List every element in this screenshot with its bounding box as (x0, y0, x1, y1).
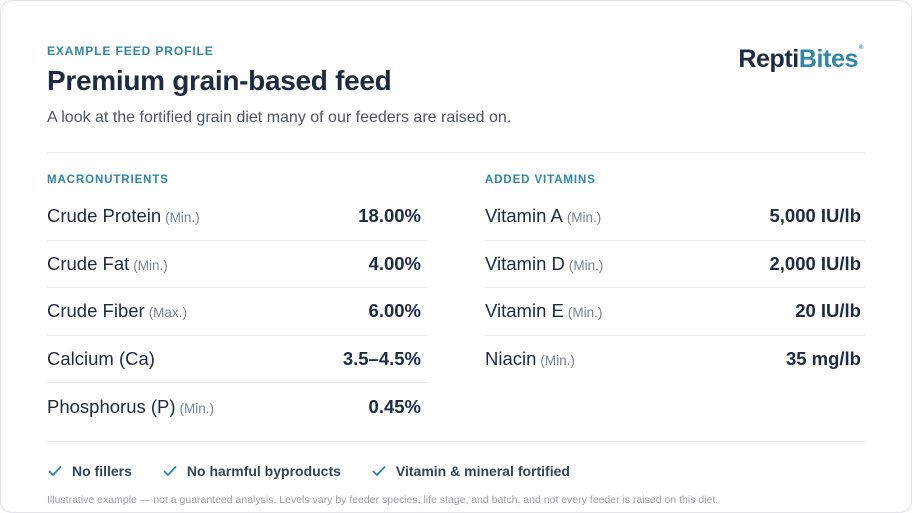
vitamin-qualifier: (Min.) (568, 257, 604, 273)
nutrient-name: Crude Fiber (47, 300, 145, 322)
nutrient-name: Phosphorus (P) (47, 395, 176, 417)
feature-list: No fillers No harmful byproducts Vitamin… (47, 463, 600, 479)
nutrient-value: 3.5–4.5% (342, 347, 421, 369)
vitamin-value: 20 IU/lb (795, 300, 861, 322)
eyebrow-label: EXAMPLE FEED PROFILE (47, 44, 214, 58)
page-subtitle: A look at the fortified grain diet many … (47, 109, 512, 126)
nutrient-row: Crude Fiber (Max.) 6.00% (47, 288, 427, 336)
vitamin-value: 2,000 IU/lb (769, 252, 861, 274)
divider-bottom (47, 441, 865, 442)
macronutrients-title: MACRONUTRIENTS (47, 174, 169, 186)
macronutrients-section: MACRONUTRIENTS Crude Protein (Min.) 18.00… (47, 174, 427, 431)
nutrient-value: 4.00% (368, 252, 421, 274)
feature-label: No harmful byproducts (186, 463, 341, 479)
vitamin-row: Vitamin E (Min.) 20 IU/lb (485, 288, 865, 336)
vitamins-section: ADDED VITAMINS Vitamin A (Min.) 5,000 IU/… (485, 174, 865, 383)
check-icon (372, 466, 386, 476)
feature-label: No fillers (72, 463, 132, 479)
brand-logo: ReptiBites® (738, 45, 863, 74)
nutrient-value: 6.00% (368, 300, 421, 322)
nutrient-row: Crude Fat (Min.) 4.00% (47, 241, 427, 288)
vitamin-name: Vitamin E (485, 300, 564, 322)
vitamin-name: Vitamin D (485, 252, 565, 274)
nutrient-qualifier: (Min.) (133, 257, 168, 273)
nutrient-value: 0.45% (368, 395, 421, 417)
nutrient-name: Calcium (Ca) (47, 347, 155, 369)
feature-item: No fillers (47, 463, 132, 479)
vitamin-row: Vitamin A (Min.) 5,000 IU/lb (485, 193, 865, 241)
nutrient-qualifier: (Min.) (165, 210, 200, 226)
vitamin-qualifier: (Min.) (567, 305, 603, 321)
logo-text-bites: Bites (798, 45, 859, 73)
logo-registered-mark: ® (858, 45, 863, 51)
logo-text-repti: Repti (738, 45, 799, 73)
disclaimer-text: Illustrative example — not a guaranteed … (47, 494, 719, 506)
nutrient-qualifier: (Min.) (179, 400, 215, 416)
vitamin-value: 5,000 IU/lb (769, 205, 861, 227)
nutrient-name: Crude Fat (47, 252, 130, 274)
nutrient-name: Crude Protein (47, 205, 162, 227)
nutrient-value: 18.00% (358, 205, 421, 227)
vitamin-qualifier: (Min.) (566, 210, 602, 226)
nutrient-row: Calcium (Ca) 3.5–4.5% (47, 336, 427, 383)
feature-item: No harmful byproducts (162, 463, 341, 479)
vitamin-name: Vitamin A (485, 205, 563, 227)
vitamin-row: Niacin (Min.) 35 mg/lb (485, 336, 865, 384)
nutrient-row: Crude Protein (Min.) 18.00% (47, 193, 427, 241)
check-icon (163, 466, 177, 476)
feature-item: Vitamin & mineral fortified (371, 463, 570, 479)
feature-label: Vitamin & mineral fortified (395, 463, 570, 479)
page-title: Premium grain-based feed (47, 65, 392, 96)
nutrient-qualifier: (Max.) (148, 305, 187, 321)
vitamin-qualifier: (Min.) (540, 353, 575, 369)
vitamin-value: 35 mg/lb (785, 348, 861, 370)
vitamin-row: Vitamin D (Min.) 2,000 IU/lb (485, 241, 865, 288)
vitamin-name: Niacin (485, 348, 537, 370)
nutrient-row: Phosphorus (P) (Min.) 0.45% (47, 383, 427, 431)
divider-top (47, 152, 865, 153)
vitamins-title: ADDED VITAMINS (485, 174, 596, 186)
check-icon (48, 466, 62, 476)
